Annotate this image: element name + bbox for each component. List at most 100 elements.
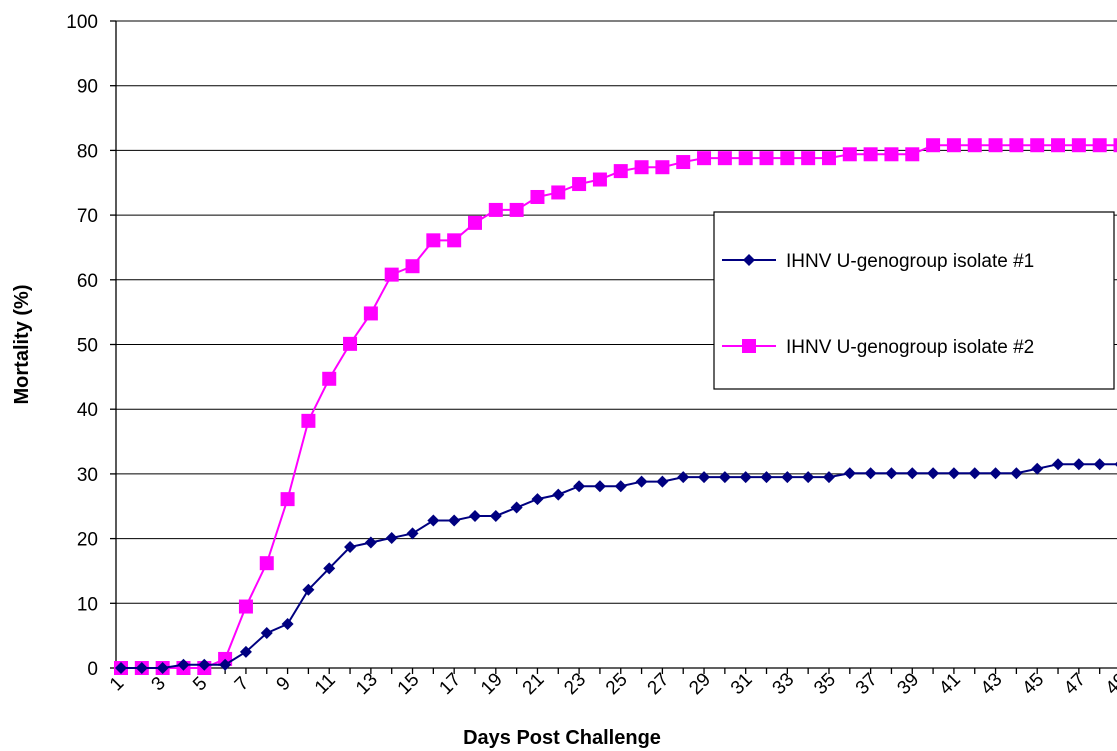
data-point <box>301 413 316 428</box>
data-point <box>1010 467 1023 480</box>
data-point <box>988 138 1003 153</box>
data-point <box>781 471 794 484</box>
data-point <box>259 556 274 571</box>
data-point <box>801 151 816 166</box>
x-tick-label: 31 <box>727 669 757 699</box>
data-point <box>1009 138 1024 153</box>
data-point <box>884 147 899 162</box>
data-point <box>510 501 523 514</box>
data-point <box>593 480 606 493</box>
data-point <box>802 471 815 484</box>
data-point <box>364 536 377 549</box>
x-tick-label: 41 <box>935 669 965 699</box>
data-point <box>1031 462 1044 475</box>
x-tick-label: 5 <box>189 673 211 695</box>
x-tick-label: 1 <box>106 673 128 695</box>
x-tick-label: 15 <box>394 669 424 699</box>
x-tick-label: 3 <box>148 673 170 695</box>
legend-label: IHNV U-genogroup isolate #1 <box>786 251 1034 272</box>
data-point <box>843 467 856 480</box>
x-tick-label: 33 <box>769 669 799 699</box>
data-point <box>759 151 774 166</box>
y-tick-label: 80 <box>77 141 98 162</box>
legend: IHNV U-genogroup isolate #1 IHNV U-genogr… <box>713 211 1115 390</box>
data-point <box>738 151 753 166</box>
y-tick-label: 40 <box>77 400 98 421</box>
x-tick-label: 7 <box>231 673 253 695</box>
legend-label: IHNV U-genogroup isolate #2 <box>786 337 1034 358</box>
data-point <box>718 471 731 484</box>
gridlines <box>116 20 1117 604</box>
data-point <box>405 259 420 274</box>
data-point <box>1072 458 1085 471</box>
y-tick-label: 90 <box>77 77 98 98</box>
x-tick-label: 27 <box>644 669 674 699</box>
data-point <box>905 147 920 162</box>
data-point <box>863 147 878 162</box>
x-tick-label: 47 <box>1060 669 1090 699</box>
data-point <box>385 531 398 544</box>
data-point <box>989 467 1002 480</box>
data-point <box>239 645 252 658</box>
data-point <box>842 147 857 162</box>
y-tick-label: 10 <box>77 594 98 615</box>
legend-box <box>713 211 1115 390</box>
data-point <box>530 189 545 204</box>
data-point <box>343 336 358 351</box>
data-point <box>614 480 627 493</box>
x-tick-label: 17 <box>435 669 465 699</box>
data-point <box>156 662 169 674</box>
data-point <box>906 467 919 480</box>
data-point <box>1071 138 1086 153</box>
data-point <box>1092 138 1107 153</box>
data-point <box>656 475 669 488</box>
data-point <box>1030 138 1045 153</box>
data-point <box>677 471 690 484</box>
x-tick-label: 13 <box>352 669 382 699</box>
data-point <box>717 151 732 166</box>
data-point <box>634 160 649 175</box>
data-point <box>135 662 148 674</box>
data-point <box>864 467 877 480</box>
data-point <box>551 185 566 200</box>
data-point <box>406 527 419 540</box>
legend-marker <box>743 254 755 266</box>
x-tick-label: 19 <box>477 669 507 699</box>
data-point <box>302 583 315 596</box>
data-point <box>780 151 795 166</box>
x-tick-label: 25 <box>602 669 632 699</box>
data-point <box>947 467 960 480</box>
legend-item-2: IHNV U-genogroup isolate #2 <box>722 337 1034 358</box>
data-point <box>488 202 503 217</box>
data-point <box>468 509 481 522</box>
x-tick-label: 39 <box>893 669 923 699</box>
data-point <box>697 151 712 166</box>
data-point <box>260 627 273 640</box>
data-point <box>572 177 587 192</box>
data-point <box>592 172 607 187</box>
y-tick-label: 100 <box>66 12 98 33</box>
data-point <box>676 155 691 170</box>
data-point <box>426 233 441 248</box>
x-tick-label: 21 <box>519 669 549 699</box>
data-point <box>198 658 211 671</box>
y-axis-title: Mortality (%) <box>11 285 33 405</box>
data-point <box>1114 461 1117 467</box>
data-point <box>821 151 836 166</box>
x-tick-label: 9 <box>273 673 295 695</box>
y-tick-label: 70 <box>77 206 98 227</box>
x-tick-label: 35 <box>810 669 840 699</box>
data-point <box>926 138 941 153</box>
data-point <box>573 480 586 493</box>
data-point <box>967 138 982 153</box>
data-point <box>1051 138 1066 153</box>
data-point <box>1113 138 1117 153</box>
x-tick-label: 45 <box>1018 669 1048 699</box>
y-tick-label: 30 <box>77 465 98 486</box>
y-tick-label: 20 <box>77 530 98 551</box>
data-point <box>698 471 711 484</box>
series-layer <box>114 138 1117 675</box>
data-point <box>552 488 565 501</box>
